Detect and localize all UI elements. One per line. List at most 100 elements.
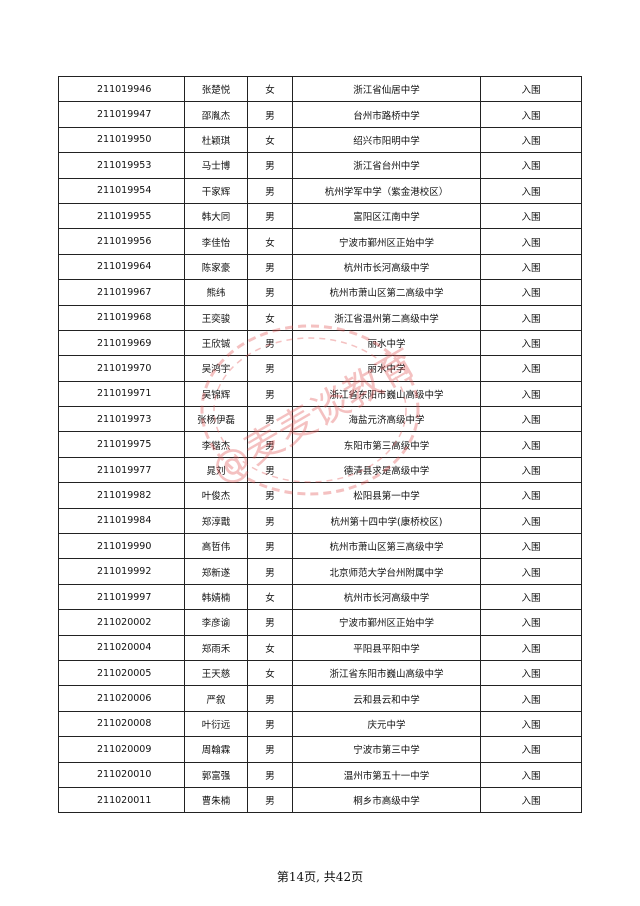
status-cell: 入围 [480, 279, 582, 306]
student-id-cell: 211019982 [58, 482, 185, 509]
table-row: 211019955 韩大同男富阳区江南中学 入围 [58, 202, 582, 230]
status-cell: 入围 [480, 75, 582, 103]
status-cell: 入围 [480, 380, 582, 408]
student-name-cell: 吴鸿宇 [184, 355, 248, 382]
school-cell: 宁波市第三中学 [292, 736, 481, 763]
student-name-cell: 郑淳戬 [184, 507, 248, 535]
status-cell: 入围 [480, 482, 582, 509]
table-row: 211019990 高哲伟男杭州市萧山区第三高级中学 入围 [58, 533, 582, 560]
gender-cell: 男 [247, 279, 293, 306]
table-row: 211019970 吴鸿宇男丽水中学 入围 [58, 355, 582, 382]
table-row: 211020002 李彦谕男宁波市鄞州区正始中学 入围 [58, 609, 582, 636]
school-cell: 桐乡市高级中学 [292, 786, 481, 814]
gender-cell: 女 [247, 583, 293, 611]
gender-cell: 男 [247, 609, 293, 636]
table-row: 211020004 郑雨禾女平阳县平阳中学 入围 [58, 634, 582, 661]
student-name-cell: 韩婧楠 [184, 583, 248, 611]
school-cell: 浙江省东阳市巍山高级中学 [292, 380, 481, 408]
gender-cell: 女 [247, 304, 293, 331]
table-row: 211019956 李佳怡女宁波市鄞州区正始中学 入围 [58, 228, 582, 255]
student-name-cell: 邵胤杰 [184, 101, 248, 128]
status-cell: 入围 [480, 406, 582, 433]
student-name-cell: 熊纬 [184, 279, 248, 306]
status-cell: 入围 [480, 736, 582, 763]
school-cell: 富阳区江南中学 [292, 202, 481, 230]
table-row: 211019964 陈家豪男杭州市长河高级中学 入围 [58, 253, 582, 281]
school-cell: 浙江省仙居中学 [292, 75, 481, 103]
student-id-cell: 211019954 [58, 177, 185, 204]
student-id-cell: 211020008 [58, 710, 185, 738]
gender-cell: 男 [247, 786, 293, 814]
table-row: 211020011 曹朱楠男桐乡市高级中学 入围 [58, 786, 582, 814]
student-id-cell: 211020004 [58, 634, 185, 661]
gender-cell: 女 [247, 659, 293, 687]
student-id-cell: 211019975 [58, 431, 185, 458]
status-cell: 入围 [480, 304, 582, 331]
student-name-cell: 李彦谕 [184, 609, 248, 636]
student-id-cell: 211019969 [58, 329, 185, 357]
status-cell: 入围 [480, 685, 582, 712]
student-name-cell: 张杨伊磊 [184, 406, 248, 433]
student-id-cell: 211019946 [58, 75, 185, 103]
student-name-cell: 李锴杰 [184, 431, 248, 458]
gender-cell: 男 [247, 380, 293, 408]
school-cell: 浙江省东阳市巍山高级中学 [292, 659, 481, 687]
student-id-cell: 211020010 [58, 761, 185, 788]
gender-cell: 男 [247, 533, 293, 560]
gender-cell: 男 [247, 177, 293, 204]
status-cell: 入围 [480, 558, 582, 585]
student-id-cell: 211020002 [58, 609, 185, 636]
student-id-cell: 211020006 [58, 685, 185, 712]
gender-cell: 男 [247, 761, 293, 788]
school-cell: 杭州市长河高级中学 [292, 583, 481, 611]
student-id-cell: 211019956 [58, 228, 185, 255]
student-id-cell: 211019973 [58, 406, 185, 433]
school-cell: 杭州学军中学（紫金港校区） [292, 177, 481, 204]
school-cell: 东阳市第三高级中学 [292, 431, 481, 458]
student-name-cell: 叶俊杰 [184, 482, 248, 509]
school-cell: 绍兴市阳明中学 [292, 126, 481, 154]
gender-cell: 男 [247, 736, 293, 763]
gender-cell: 男 [247, 482, 293, 509]
student-id-cell: 211019984 [58, 507, 185, 535]
student-name-cell: 王欣铖 [184, 329, 248, 357]
student-id-cell: 211019990 [58, 533, 185, 560]
school-cell: 温州市第五十一中学 [292, 761, 481, 788]
school-cell: 北京师范大学台州附属中学 [292, 558, 481, 585]
student-name-cell: 高哲伟 [184, 533, 248, 560]
student-id-cell: 211020005 [58, 659, 185, 687]
student-name-cell: 王天慈 [184, 659, 248, 687]
school-cell: 杭州第十四中学(康桥校区) [292, 507, 481, 535]
school-cell: 台州市路桥中学 [292, 101, 481, 128]
status-cell: 入围 [480, 659, 582, 687]
status-cell: 入围 [480, 228, 582, 255]
student-name-cell: 叶衍远 [184, 710, 248, 738]
student-name-cell: 吴锦辉 [184, 380, 248, 408]
school-cell: 杭州市长河高级中学 [292, 253, 481, 281]
student-id-cell: 211019992 [58, 558, 185, 585]
gender-cell: 男 [247, 685, 293, 712]
status-cell: 入围 [480, 609, 582, 636]
status-cell: 入围 [480, 152, 582, 179]
table-row: 211019973 张杨伊磊男海盐元济高级中学 入围 [58, 406, 582, 433]
table-row: 211019997 韩婧楠女杭州市长河高级中学 入围 [58, 583, 582, 611]
student-id-cell: 211019955 [58, 202, 185, 230]
table-row: 211019950 杜颖琪女绍兴市阳明中学 入围 [58, 126, 582, 154]
table-row: 211019947 邵胤杰男台州市路桥中学 入围 [58, 101, 582, 128]
status-cell: 入围 [480, 126, 582, 154]
student-name-cell: 严叙 [184, 685, 248, 712]
gender-cell: 女 [247, 634, 293, 661]
student-id-cell: 211019967 [58, 279, 185, 306]
student-name-cell: 陈家豪 [184, 253, 248, 281]
table-row: 211020010 郭富强男温州市第五十一中学 入围 [58, 761, 582, 788]
page-footer: 第14页, 共42页 [276, 870, 364, 884]
status-cell: 入围 [480, 177, 582, 204]
table-row: 211019967 熊纬男杭州市萧山区第二高级中学 入围 [58, 279, 582, 306]
school-cell: 庆元中学 [292, 710, 481, 738]
school-cell: 丽水中学 [292, 355, 481, 382]
student-name-cell: 王奕骏 [184, 304, 248, 331]
gender-cell: 男 [247, 355, 293, 382]
gender-cell: 男 [247, 329, 293, 357]
student-name-cell: 曹朱楠 [184, 786, 248, 814]
gender-cell: 女 [247, 126, 293, 154]
